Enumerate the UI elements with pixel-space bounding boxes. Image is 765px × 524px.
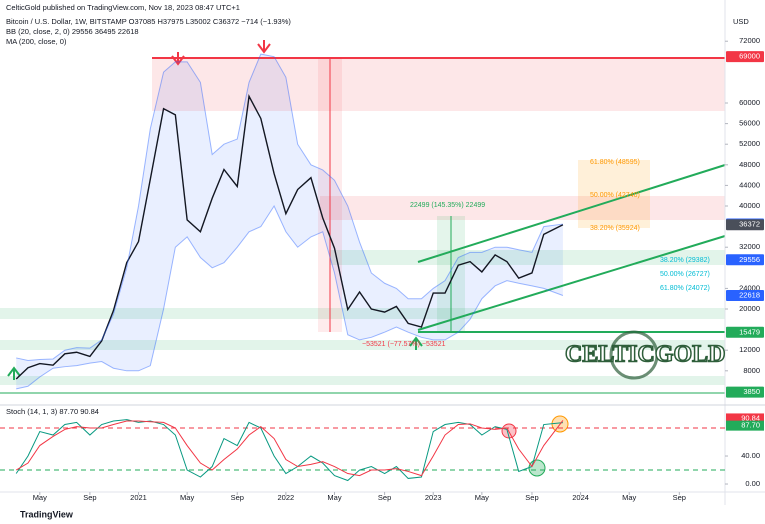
gain-annotation: 22499 (145.35%) 22499	[410, 202, 485, 209]
footer-brand: TradingView	[20, 509, 74, 519]
support-zone	[0, 340, 725, 350]
resistance-zone	[320, 196, 725, 220]
currency: USD	[733, 17, 749, 26]
x-tick-label: 2022	[278, 493, 295, 502]
x-tick-label: Sep	[378, 493, 391, 502]
price-label: 69000	[739, 52, 760, 61]
legend-ma[interactable]: MA (200, close, 0)	[6, 37, 67, 46]
y-tick-label: 24000	[739, 283, 760, 292]
fib-label: 61.80% (24072)	[660, 285, 710, 292]
stoch-label-bg	[726, 420, 764, 431]
support-zone	[0, 308, 725, 319]
legend-stoch[interactable]: Stoch (14, 1, 3) 87.70 90.84	[6, 407, 99, 416]
x-tick-label: May	[327, 493, 341, 502]
logo: CELTICGOLD	[565, 342, 726, 368]
stoch-tick-label: 40.00	[741, 451, 760, 460]
legend-bb[interactable]: BB (20, close, 2, 0) 29556 36495 22618	[6, 27, 139, 36]
x-tick-label: May	[180, 493, 194, 502]
price-label: 36372	[739, 220, 760, 229]
price-label-bg	[726, 326, 764, 338]
x-tick-label: Sep	[525, 493, 538, 502]
y-tick-label: 60000	[739, 98, 760, 107]
x-tick-label: Sep	[231, 493, 244, 502]
y-tick-label: 44000	[739, 180, 760, 189]
y-tick-label: 48000	[739, 160, 760, 169]
legend-symbol[interactable]: Bitcoin / U.S. Dollar, 1W, BITSTAMP O370…	[6, 17, 291, 26]
price-label: 15479	[739, 327, 760, 336]
price-label-bg	[726, 290, 764, 302]
stoch-tick-label: 0.00	[745, 479, 760, 488]
fib-label: 61.80% (48595)	[590, 159, 640, 166]
series-line	[16, 204, 564, 390]
header: CelticGold published on TradingView.com,…	[6, 3, 240, 12]
fib-label: 38.20% (29382)	[660, 257, 710, 264]
price-label: 29556	[739, 255, 760, 264]
series-line	[15, 420, 564, 477]
stoch-label-bg	[726, 413, 764, 424]
fib-label: 38.20% (35924)	[590, 225, 640, 232]
y-tick-label: 8000	[743, 366, 760, 375]
x-tick-label: Sep	[83, 493, 96, 502]
x-tick-label: 2021	[130, 493, 147, 502]
x-tick-label: May	[475, 493, 489, 502]
y-tick-label: 40000	[739, 201, 760, 210]
logo-knot	[609, 330, 659, 380]
y-tick-label: 32000	[739, 242, 760, 251]
price-label: 3850	[743, 387, 760, 396]
stoch-label: 87.70	[741, 421, 760, 430]
stoch-label: 90.84	[741, 413, 760, 422]
y-tick-label: 12000	[739, 345, 760, 354]
x-tick-label: May	[622, 493, 636, 502]
channel-line	[417, 164, 726, 263]
series-line	[15, 94, 564, 380]
x-tick-label: 2023	[425, 493, 442, 502]
fib-label: 50.00% (42740)	[590, 192, 640, 199]
arrow-up	[409, 336, 423, 350]
y-tick-label: 56000	[739, 119, 760, 128]
price-label-bg	[726, 254, 764, 266]
price-label-bg	[726, 386, 764, 398]
y-tick-label: 20000	[739, 304, 760, 313]
series-line	[16, 53, 563, 362]
channel-line	[417, 235, 726, 331]
support-zone	[330, 250, 725, 265]
resistance-zone	[152, 57, 725, 111]
arrow-down	[171, 52, 185, 66]
arrow-down	[257, 40, 271, 54]
fib-label: 50.00% (26727)	[660, 271, 710, 278]
arrow-up	[7, 366, 21, 380]
loss-annotation: −53521 (−77.57%) −53521	[362, 341, 446, 348]
price-label-bg	[726, 51, 764, 63]
y-tick-label: 72000	[739, 36, 760, 45]
x-tick-label: Sep	[673, 493, 686, 502]
y-tick-label: 52000	[739, 139, 760, 148]
highlight	[528, 459, 546, 477]
fib-box	[578, 160, 650, 228]
bb-fill	[16, 54, 563, 389]
x-tick-label: 2024	[572, 493, 589, 502]
footer-bar	[0, 505, 765, 524]
support-zone	[0, 376, 725, 385]
price-label: 22618	[739, 291, 760, 300]
price-label-bg	[726, 219, 764, 231]
x-tick-label: May	[33, 493, 47, 502]
